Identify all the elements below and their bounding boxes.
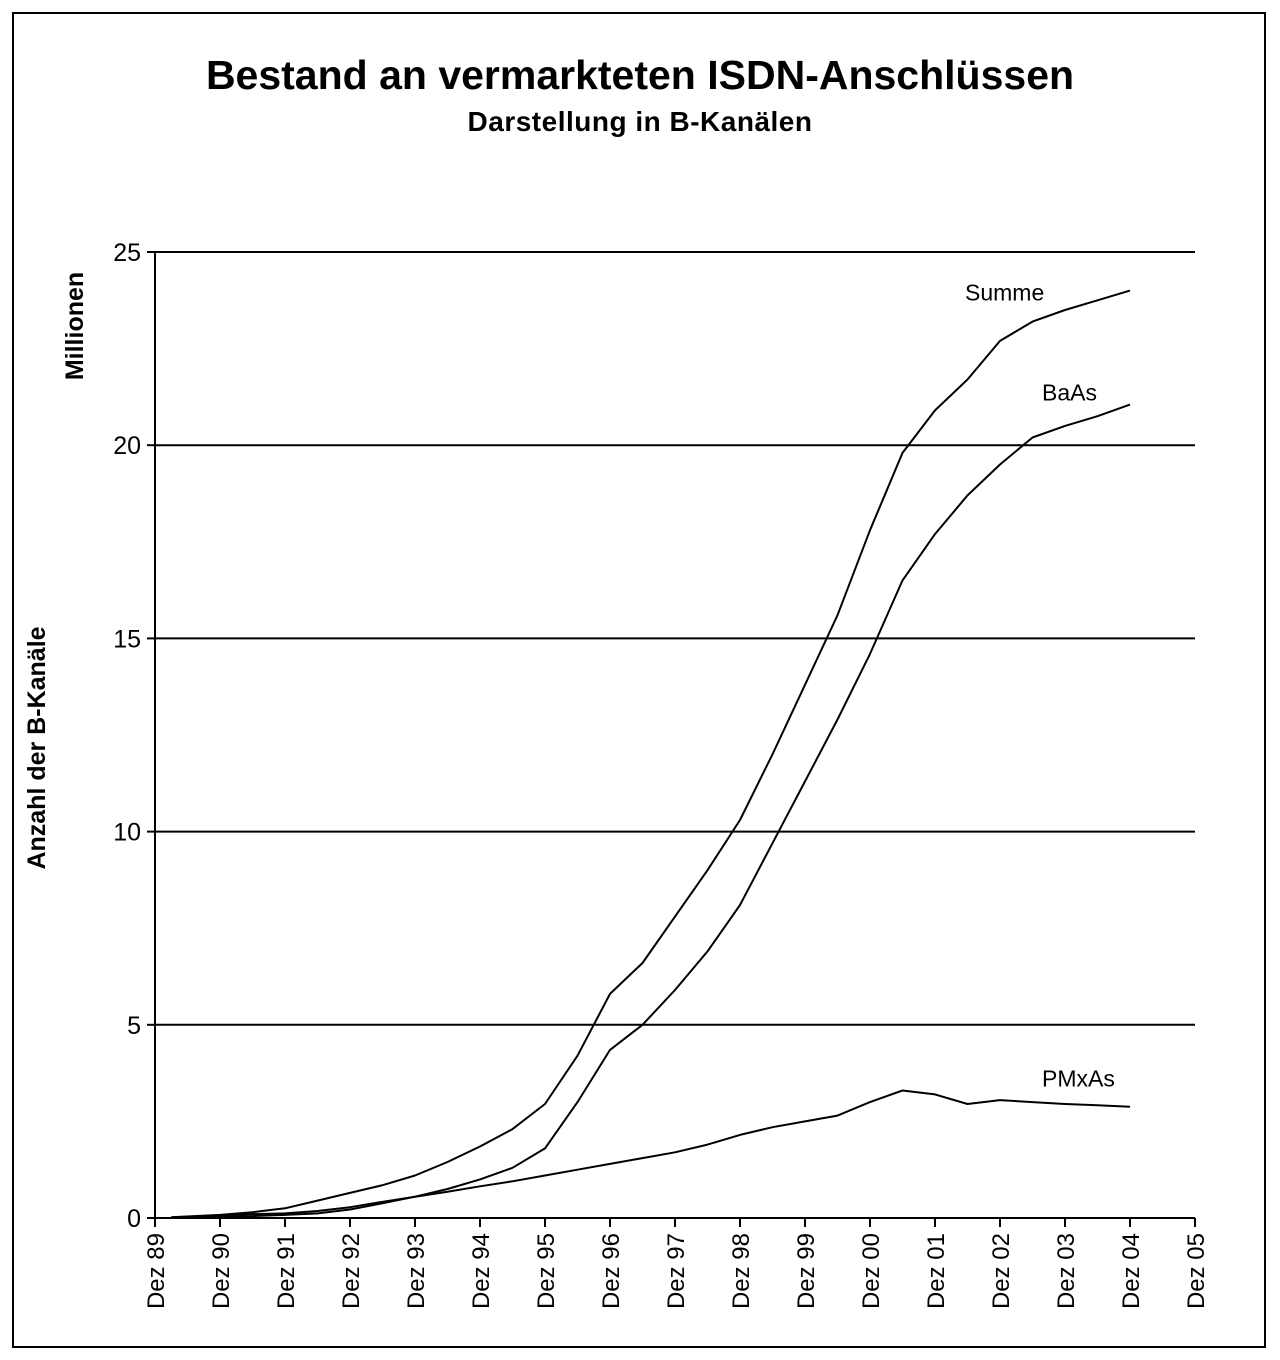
x-tick-label: Dez 01: [923, 1233, 950, 1309]
y-tick-label: 10: [113, 819, 141, 847]
x-tick-label: Dez 92: [338, 1233, 365, 1309]
chart-title: Bestand an vermarkteten ISDN-Anschlüssen: [205, 52, 1075, 98]
x-tick-label: Dez 96: [598, 1233, 625, 1309]
series-label-summe: Summe: [965, 280, 1044, 306]
series-line-summe: [171, 289, 1131, 1219]
x-tick-label: Dez 00: [858, 1233, 885, 1309]
x-tick-label: Dez 98: [728, 1233, 755, 1309]
x-tick-label: Dez 95: [533, 1233, 560, 1309]
series-label-baas: BaAs: [1042, 380, 1097, 406]
x-tick-label: Dez 02: [988, 1233, 1015, 1309]
series-line-baas: [171, 403, 1131, 1219]
x-tick-label: Dez 97: [663, 1233, 690, 1309]
y-tick-label: 0: [127, 1205, 141, 1233]
chart-frame: [12, 12, 1266, 1348]
y-tick-label: 20: [113, 432, 141, 460]
y-tick-label: 15: [113, 625, 141, 653]
x-tick-label: Dez 99: [793, 1233, 820, 1309]
chart-subtitle: Darstellung in B-Kanälen: [467, 106, 813, 137]
x-tick-label: Dez 91: [273, 1233, 300, 1309]
x-tick-label: Dez 94: [468, 1233, 495, 1309]
series-line-pmxas: [171, 1089, 1131, 1219]
x-tick-label: Dez 93: [403, 1233, 430, 1309]
x-tick-label: Dez 89: [143, 1233, 170, 1309]
y-tick-label: 25: [113, 239, 141, 267]
x-tick-label: Dez 90: [208, 1233, 235, 1309]
series-label-pmxas: PMxAs: [1042, 1066, 1115, 1092]
x-tick-label: Dez 04: [1118, 1233, 1145, 1309]
x-tick-label: Dez 03: [1053, 1233, 1080, 1309]
y-tick-label: 5: [127, 1012, 141, 1040]
y-unit-label: Millionen: [61, 272, 89, 380]
y-axis-label: Anzahl der B-Kanäle: [23, 626, 51, 869]
x-tick-label: Dez 05: [1183, 1233, 1210, 1309]
